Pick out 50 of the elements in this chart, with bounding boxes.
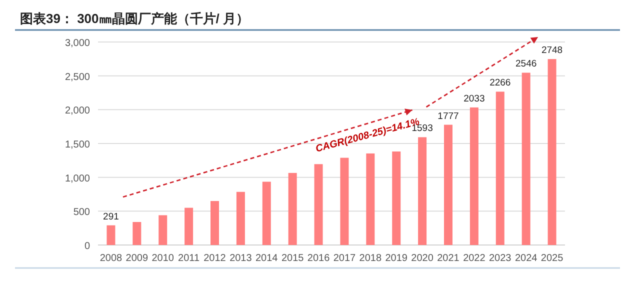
bar [262, 182, 271, 245]
x-tick-label: 2022 [463, 253, 486, 264]
x-tick-label: 2013 [230, 253, 252, 264]
bar [210, 201, 219, 245]
chart-title: 图表39： 300㎜晶圆厂产能（千片/ 月） [20, 11, 249, 26]
bar [184, 208, 194, 245]
y-tick-label: 0 [84, 241, 90, 252]
y-tick-label: 1,000 [64, 173, 90, 184]
x-tick-label: 2020 [411, 253, 434, 264]
x-tick-label: 2021 [437, 253, 460, 264]
x-tick-label: 2017 [333, 253, 356, 264]
x-tick-label: 2008 [100, 253, 123, 264]
data-label: 2033 [464, 93, 485, 104]
bar [392, 151, 401, 245]
x-tick-label: 2014 [256, 253, 278, 264]
bar [340, 158, 349, 245]
x-tick-label: 2009 [126, 253, 148, 264]
bar [444, 124, 452, 245]
x-tick-label: 2010 [152, 253, 174, 264]
bar [496, 92, 504, 245]
bar [132, 222, 142, 245]
bar [288, 172, 297, 245]
x-tick-label: 2025 [540, 253, 564, 264]
data-label: 2266 [490, 78, 511, 89]
y-tick-label: 1,500 [64, 140, 90, 150]
bar [106, 225, 116, 245]
bar [470, 107, 478, 245]
data-label: 291 [103, 211, 119, 222]
y-tick-label: 2,000 [64, 106, 90, 117]
bar [314, 164, 323, 245]
x-tick-label: 2019 [385, 253, 408, 264]
x-tick-label: 2015 [281, 253, 304, 264]
x-tick-label: 2011 [178, 253, 200, 264]
x-tick-label: 2018 [359, 253, 382, 264]
data-label: 2748 [541, 45, 563, 56]
bar [522, 72, 530, 245]
y-tick-label: 500 [73, 207, 90, 218]
y-tick-label: 2,500 [64, 72, 90, 83]
bar [418, 137, 427, 245]
bar [548, 59, 556, 245]
x-tick-label: 2012 [204, 253, 226, 264]
data-label: 1777 [438, 110, 459, 122]
data-label: 2546 [516, 58, 537, 70]
x-tick-label: 2023 [489, 253, 512, 264]
bar [158, 215, 168, 245]
bar [236, 192, 245, 245]
y-tick-label: 3,000 [64, 38, 90, 49]
x-tick-label: 2016 [307, 253, 330, 264]
x-tick-label: 2024 [514, 253, 538, 264]
bar [366, 153, 375, 245]
